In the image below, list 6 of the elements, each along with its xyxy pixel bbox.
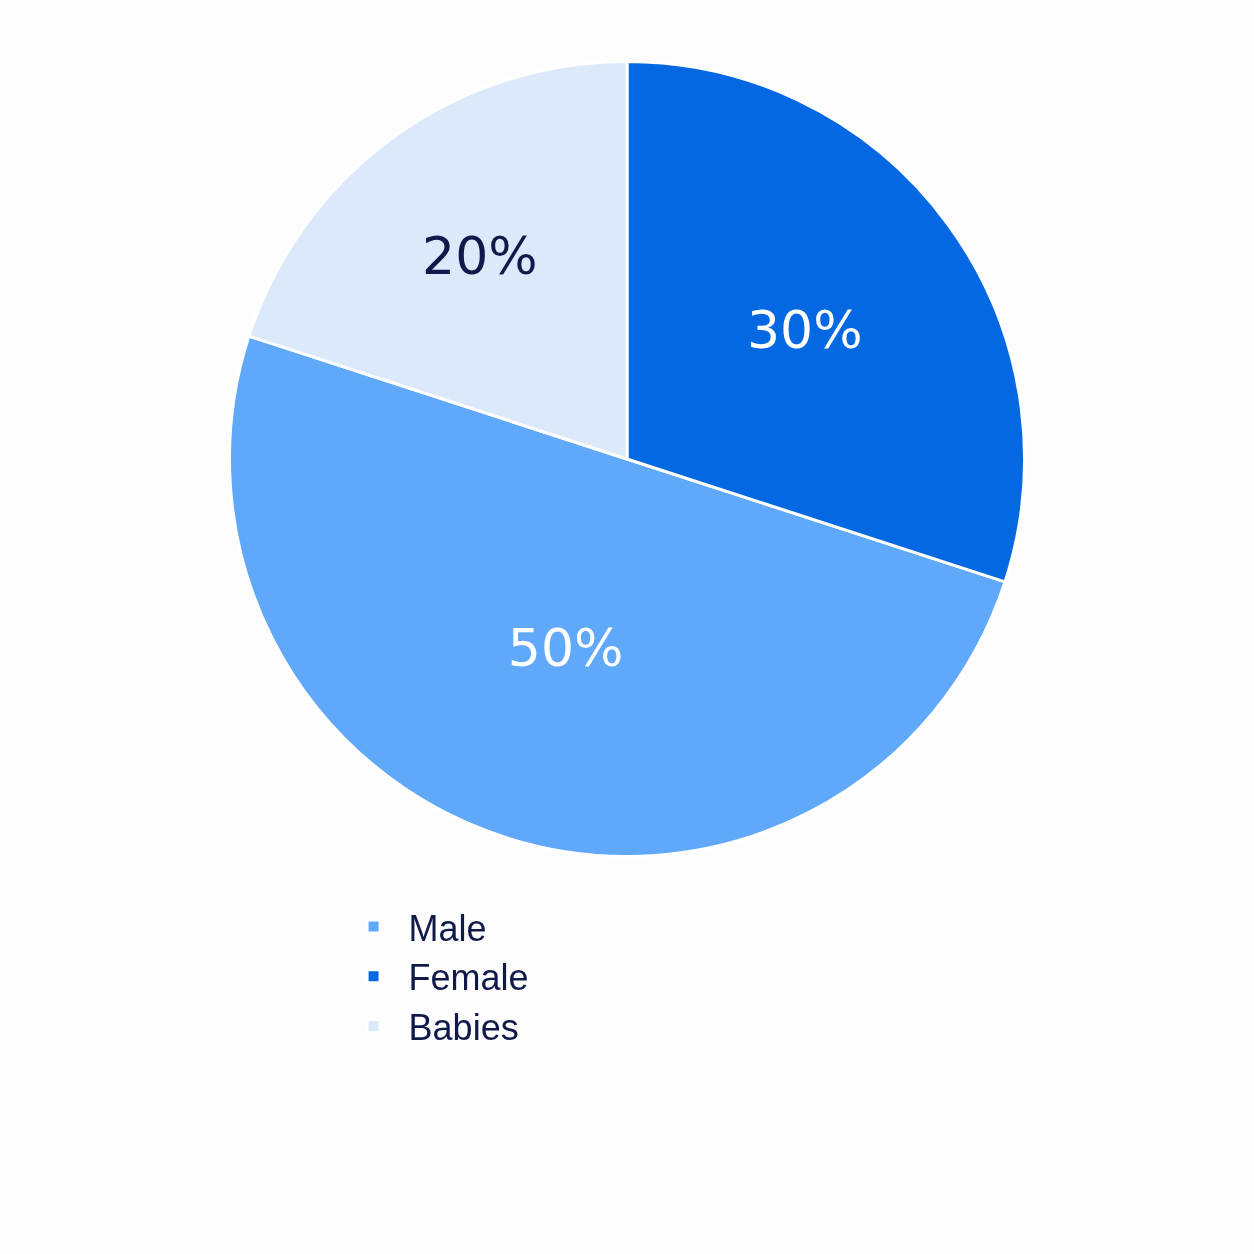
legend-label: Male	[408, 907, 487, 949]
legend-label: Female	[408, 957, 529, 999]
legend-label: Babies	[408, 1007, 519, 1049]
data-label: 20%	[422, 226, 538, 287]
data-label: 50%	[507, 618, 624, 678]
data-label: 30%	[746, 299, 863, 360]
